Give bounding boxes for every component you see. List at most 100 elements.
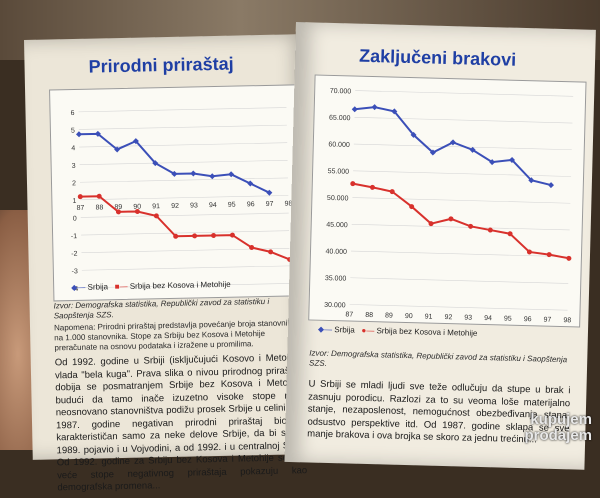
data-point (96, 193, 102, 199)
data-point (546, 252, 552, 258)
gridline (82, 283, 291, 289)
data-point (448, 216, 454, 222)
y-tick-label: 45.000 (326, 222, 348, 230)
y-tick-label: -1 (71, 233, 77, 240)
data-point (153, 213, 159, 219)
x-tick-label: 90 (133, 204, 141, 211)
x-tick-label: 87 (77, 205, 85, 212)
data-point (209, 173, 216, 180)
data-point (249, 244, 255, 250)
legend-serbia-label: Srbija (87, 282, 109, 292)
watermark-line-1: kupujem (530, 411, 592, 428)
x-tick-label: 94 (209, 202, 217, 209)
gridline (78, 124, 287, 130)
right-source-caption: Izvor: Demografska statistika, Republičk… (308, 348, 568, 368)
data-point (487, 227, 493, 233)
y-tick-label: 0 (73, 216, 77, 223)
right-chart-frame: 70.000 65.000 60.000 55.000 50.000 45.000 40.0… (308, 74, 587, 328)
data-point (391, 108, 398, 115)
x-tick-label: 92 (171, 203, 179, 210)
data-point (190, 170, 197, 177)
data-point (229, 232, 235, 238)
data-point (134, 208, 140, 214)
data-point (526, 249, 532, 255)
data-point (94, 130, 101, 137)
data-point (429, 149, 436, 156)
data-point (192, 233, 198, 239)
data-point (173, 233, 179, 239)
right-page-title: Zaključeni brakovi (358, 45, 517, 70)
y-tick-label: 2 (72, 180, 76, 187)
gridline (80, 212, 289, 218)
data-point (132, 138, 139, 145)
x-tick-label: 87 (345, 311, 353, 318)
left-body-text: Od 1992. godine u Srbiji (isključujući K… (55, 352, 308, 498)
left-chart-frame: 6 5 4 3 2 1 0 -1 -2 -3 -4 87 88 89 90 91 92 93 94 95 96 97 98 (49, 84, 302, 302)
series-line-serbia-without-kosovo (352, 182, 570, 260)
y-tick-label: -2 (71, 251, 77, 258)
data-point (370, 184, 376, 190)
y-tick-label: 30.000 (324, 302, 346, 310)
gridline (78, 107, 287, 113)
y-tick-label: 1 (72, 198, 76, 205)
series-line-serbia-without-kosovo (80, 195, 291, 261)
x-tick-label: 89 (114, 204, 122, 211)
left-source-caption: Izvor: Demografska statistika, Republičk… (53, 296, 270, 321)
legend-serbia-marker: ◆— (71, 282, 86, 293)
y-tick-label: 50.000 (327, 195, 349, 203)
y-tick-label: -3 (72, 268, 78, 275)
watermark-line-2: prodajem (524, 427, 592, 444)
y-tick-label: 4 (71, 145, 75, 152)
gridline (354, 117, 573, 124)
right-page: Zaključeni brakovi 70.000 65.000 60.000 55.… (284, 22, 596, 470)
data-point (548, 182, 554, 189)
gridline (80, 195, 289, 201)
gridline (352, 197, 571, 204)
x-tick-label: 95 (228, 202, 236, 209)
x-tick-label: 96 (524, 316, 532, 323)
data-point (115, 209, 121, 215)
gridline (349, 304, 568, 311)
legend-serbia-marker: ◆— (317, 324, 333, 335)
y-tick-label: 40.000 (325, 248, 347, 256)
data-point (247, 180, 254, 187)
y-tick-label: 65.000 (329, 115, 351, 123)
data-point (507, 231, 513, 237)
x-tick-label: 97 (266, 201, 274, 208)
data-point (228, 171, 235, 178)
y-tick-label: 55.000 (328, 168, 350, 176)
x-tick-label: 88 (365, 312, 373, 319)
data-point (268, 249, 274, 255)
data-point (152, 160, 159, 167)
x-tick-label: 96 (247, 201, 255, 208)
x-tick-label: 88 (95, 204, 103, 211)
legend-serbia-without-kosovo-marker: ●— (361, 325, 375, 336)
gridline (81, 265, 290, 271)
x-tick-label: 91 (152, 203, 160, 210)
x-tick-label: 90 (405, 313, 413, 320)
data-point (389, 189, 395, 195)
gridline (79, 160, 288, 165)
x-tick-label: 93 (190, 202, 198, 209)
x-tick-label: 97 (543, 317, 551, 324)
x-tick-label: 95 (504, 316, 512, 323)
data-point (528, 177, 535, 184)
series-line-serbia (78, 132, 270, 194)
data-point (468, 223, 474, 229)
left-paragraph: Od 1992. godine u Srbiji (isključujući K… (54, 352, 308, 494)
open-booklet: Prirodni priraštaj 6 5 4 3 2 1 0 -1 -2 -3 -4 87 88 89… (14, 18, 600, 493)
gridline (353, 170, 572, 177)
left-note: Napomena: Prirodni priraštaj predstavlja… (53, 318, 296, 353)
x-tick-label: 91 (425, 313, 433, 320)
x-tick-label: 98 (285, 200, 293, 207)
data-point (509, 156, 516, 163)
gridline (351, 250, 569, 258)
x-tick-label: 94 (484, 315, 492, 322)
legend-serbia-without-kosovo-marker: ■— (114, 281, 128, 292)
y-tick-label: -4 (72, 286, 78, 293)
data-point (77, 194, 83, 200)
right-chart-legend: ◆— Srbija ●— Srbija bez Kosova i Metohij… (318, 325, 478, 338)
x-tick-label: 89 (385, 312, 393, 319)
data-point (566, 255, 572, 261)
x-tick-label: 93 (464, 315, 472, 322)
